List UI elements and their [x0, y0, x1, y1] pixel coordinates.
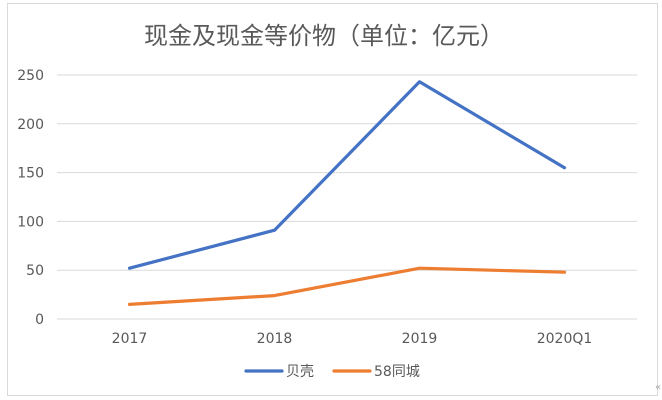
y-tick-label: 150 — [17, 166, 44, 182]
corner-mark: « — [655, 382, 661, 393]
y-tick-label: 100 — [17, 214, 44, 230]
x-tick-label: 2017 — [112, 331, 148, 347]
x-tick-label: 2020Q1 — [537, 331, 593, 347]
y-tick-label: 250 — [17, 68, 44, 84]
series-lines — [127, 80, 567, 306]
y-axis-labels: 0 50 100 150 200 250 — [17, 68, 44, 328]
series-line-0 — [127, 80, 567, 270]
chart-title: 现金及现金等价物（单位：亿元） — [144, 22, 504, 50]
y-tick-label: 0 — [35, 312, 44, 328]
x-tick-label: 2019 — [402, 331, 438, 347]
chart-frame — [7, 3, 658, 396]
legend-label: 贝壳 — [286, 363, 314, 380]
x-tick-label: 2018 — [257, 331, 293, 347]
legend: 贝壳 58同城 — [244, 363, 420, 380]
y-tick-label: 50 — [26, 263, 44, 279]
series-line-1 — [127, 266, 567, 306]
legend-label: 58同城 — [374, 364, 420, 380]
y-tick-label: 200 — [17, 117, 44, 133]
x-axis-labels: 2017 2018 2019 2020Q1 — [112, 331, 593, 347]
